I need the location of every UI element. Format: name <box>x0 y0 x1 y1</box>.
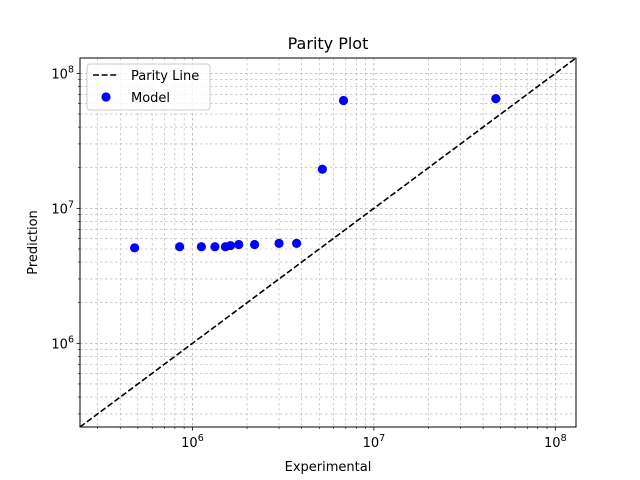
x-tick-label: 106 <box>181 433 204 451</box>
legend-model-marker <box>101 92 111 102</box>
x-axis-label: Experimental <box>285 460 372 475</box>
axes-frame <box>79 57 577 428</box>
model-point <box>196 242 206 252</box>
model-point <box>234 239 244 250</box>
model-point <box>274 238 284 249</box>
legend-box <box>86 63 211 111</box>
model-point <box>225 240 236 251</box>
legend-parity-line-label: Parity Line <box>131 69 199 84</box>
x-tick-label: 108 <box>544 433 567 451</box>
model-point <box>292 238 302 249</box>
model-point <box>210 242 220 252</box>
y-axis-label: Prediction <box>26 210 41 275</box>
model-point <box>317 164 327 174</box>
y-tick-label: 107 <box>51 199 74 217</box>
model-point <box>338 95 349 106</box>
model-point <box>175 242 185 252</box>
y-tick-label: 108 <box>51 64 74 82</box>
grid-lines <box>80 58 576 427</box>
model-point <box>130 243 140 253</box>
model-point <box>249 239 260 250</box>
chart-title: Parity Plot <box>288 34 369 53</box>
legend: Parity Line Model <box>86 63 211 111</box>
model-point <box>491 94 501 104</box>
x-tick-label: 107 <box>363 433 386 451</box>
legend-model-label: Model <box>131 91 170 106</box>
axis-ticks: 106 107 108 106 107 108 <box>51 64 566 451</box>
y-tick-label: 106 <box>51 334 74 352</box>
model-points-layer <box>130 94 501 253</box>
